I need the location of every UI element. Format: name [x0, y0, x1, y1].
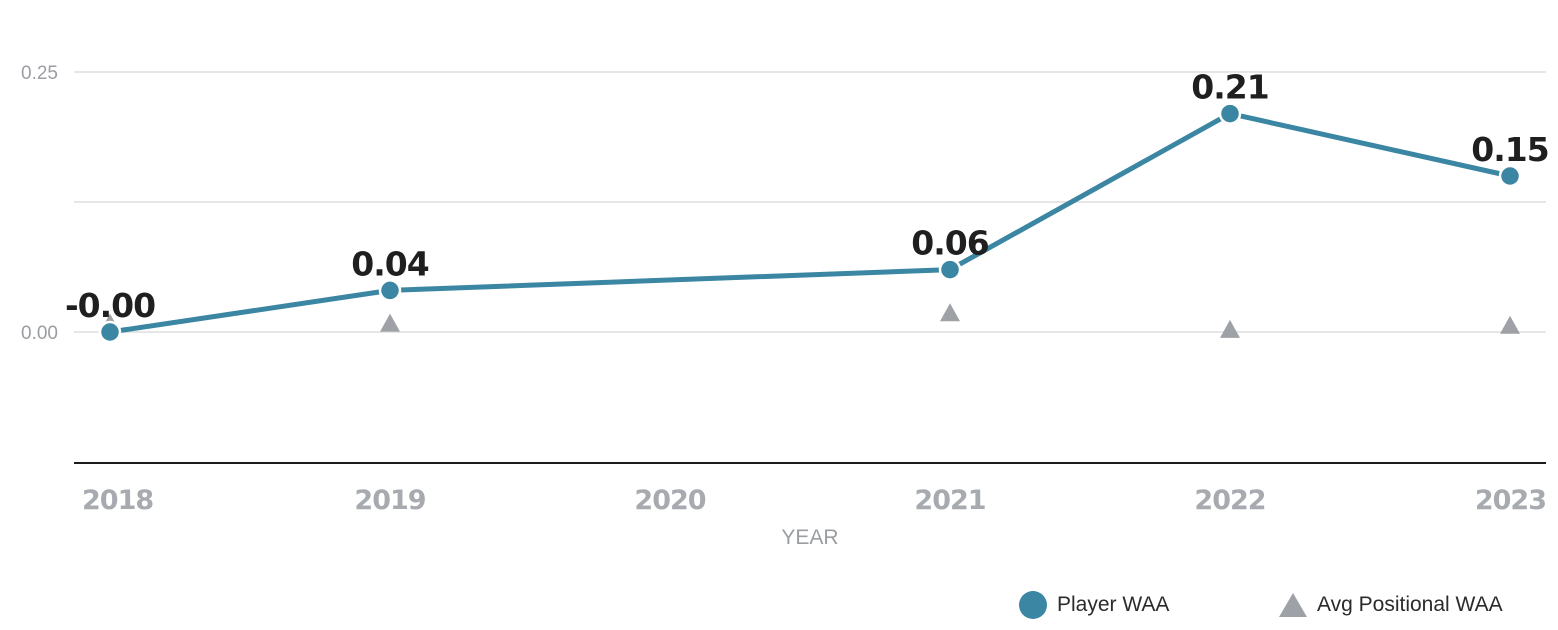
data-labels: -0.00 0.04 0.06 0.21 0.15 — [65, 68, 1550, 325]
avg-positional-marker — [1220, 319, 1240, 338]
data-label: 0.06 — [911, 224, 988, 263]
data-label: 0.15 — [1471, 130, 1548, 169]
legend-label: Avg Positional WAA — [1317, 593, 1503, 616]
x-tick-label: 2022 — [1194, 485, 1265, 516]
data-label: -0.00 — [65, 286, 155, 325]
triangle-icon — [1279, 593, 1307, 617]
legend-label: Player WAA — [1057, 593, 1170, 616]
data-label: 0.21 — [1191, 68, 1268, 107]
avg-positional-marker — [940, 303, 960, 322]
x-tick-label: 2018 — [82, 485, 153, 516]
avg-positional-marker — [380, 313, 400, 332]
avg-positional-marker — [1500, 315, 1520, 334]
legend: Player WAA Avg Positional WAA — [1015, 588, 1545, 622]
legend-item-avg-positional[interactable]: Avg Positional WAA — [1279, 588, 1503, 622]
player-waa-line — [109, 111, 1511, 335]
player-waa-point — [1218, 102, 1242, 125]
legend-item-player[interactable]: Player WAA — [1019, 588, 1169, 622]
player-waa-point — [1498, 164, 1522, 188]
x-axis-label: YEAR — [781, 526, 838, 549]
y-tick-label: 0.00 — [21, 323, 58, 344]
player-waa-point — [98, 320, 122, 344]
x-tick-label: 2021 — [914, 485, 985, 516]
x-axis-ticks: 2018 2019 2020 2021 2022 2023 — [82, 485, 1547, 516]
player-waa-point — [938, 258, 962, 281]
series-lines — [109, 111, 1511, 335]
player-waa-point — [378, 279, 402, 302]
x-tick-label: 2020 — [634, 485, 705, 516]
x-tick-label: 2019 — [354, 485, 425, 516]
grid — [74, 71, 1546, 464]
x-tick-label: 2023 — [1475, 485, 1546, 516]
markers — [98, 102, 1522, 344]
data-label: 0.04 — [351, 244, 428, 283]
y-tick-label: 0.25 — [21, 63, 58, 84]
circle-icon — [1019, 591, 1047, 619]
y-axis-ticks: 0.25 0.00 — [21, 63, 58, 344]
